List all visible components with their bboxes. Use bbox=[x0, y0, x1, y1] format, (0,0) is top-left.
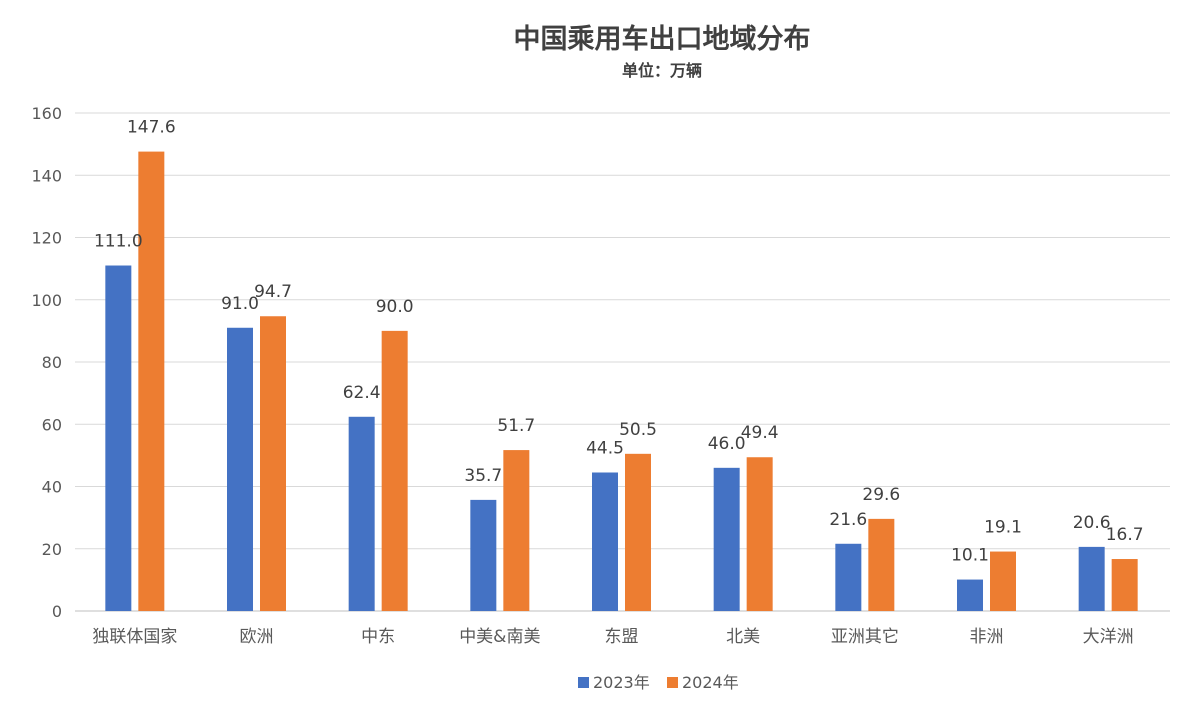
gridlines bbox=[75, 112, 1170, 612]
data-label: 94.7 bbox=[254, 282, 292, 302]
data-label: 91.0 bbox=[221, 294, 259, 314]
bar-2024 bbox=[990, 551, 1016, 611]
x-tick-label: 非洲 bbox=[970, 627, 1004, 647]
data-label: 62.4 bbox=[343, 383, 381, 403]
x-tick-label: 北美 bbox=[726, 627, 760, 647]
legend-label: 2023年 bbox=[593, 673, 650, 692]
bar-2023 bbox=[227, 327, 253, 611]
data-label: 44.5 bbox=[586, 438, 624, 458]
legend-swatch bbox=[578, 677, 589, 688]
x-axis: 独联体国家 欧洲 中东 中美&南美 东盟 北美 亚洲其它 非洲 大洋洲 bbox=[92, 627, 1133, 647]
bar-2024 bbox=[138, 151, 165, 611]
x-tick-label: 中东 bbox=[361, 627, 395, 647]
data-label: 90.0 bbox=[376, 297, 414, 317]
legend-label: 2024年 bbox=[682, 673, 739, 692]
y-tick-label: 100 bbox=[31, 291, 62, 310]
data-label: 20.6 bbox=[1073, 513, 1111, 533]
data-label: 51.7 bbox=[497, 416, 535, 436]
y-tick-label: 40 bbox=[42, 478, 62, 497]
data-label: 49.4 bbox=[741, 423, 779, 443]
y-tick-label: 120 bbox=[31, 229, 62, 248]
data-label: 19.1 bbox=[984, 518, 1022, 538]
x-tick-label: 中美&南美 bbox=[459, 627, 540, 647]
data-label: 147.6 bbox=[127, 118, 176, 138]
y-axis: 0 20 40 60 80 100 120 140 160 bbox=[31, 104, 62, 621]
x-tick-label: 独联体国家 bbox=[92, 627, 177, 647]
bar-2023 bbox=[835, 543, 862, 611]
chart-title: 中国乘用车出口地域分布 bbox=[514, 23, 811, 55]
y-tick-label: 160 bbox=[31, 104, 62, 123]
bar-2024 bbox=[503, 450, 530, 611]
x-tick-label: 大洋洲 bbox=[1083, 627, 1134, 647]
data-label: 46.0 bbox=[708, 434, 746, 454]
data-labels: 111.0 147.6 91.094.7 62.4 90.0 35.7 51.7 44.550… bbox=[94, 118, 1144, 566]
bar-2024 bbox=[746, 457, 773, 611]
y-tick-label: 20 bbox=[42, 540, 62, 559]
bar-2024 bbox=[1111, 559, 1138, 611]
x-tick-label: 欧洲 bbox=[240, 627, 274, 647]
data-label: 16.7 bbox=[1106, 525, 1144, 545]
bar-2023 bbox=[105, 265, 132, 611]
bar-2023 bbox=[957, 579, 983, 611]
bar-2023 bbox=[592, 472, 618, 611]
bar-2023 bbox=[470, 499, 497, 611]
bars bbox=[105, 151, 1138, 611]
data-label: 50.5 bbox=[619, 420, 657, 440]
data-label: 10.1 bbox=[951, 546, 989, 566]
x-tick-label: 东盟 bbox=[605, 627, 639, 647]
y-tick-label: 140 bbox=[31, 166, 62, 185]
y-tick-label: 0 bbox=[52, 602, 62, 621]
bar-2023 bbox=[1078, 546, 1105, 611]
legend-swatch bbox=[667, 677, 678, 688]
bar-2024 bbox=[260, 316, 286, 611]
data-label: 21.6 bbox=[829, 510, 867, 530]
bar-2024 bbox=[868, 518, 895, 611]
y-tick-label: 80 bbox=[42, 353, 62, 372]
x-tick-label: 亚洲其它 bbox=[831, 627, 899, 647]
bar-2024 bbox=[381, 330, 408, 611]
bar-2024 bbox=[625, 453, 651, 611]
data-label: 29.6 bbox=[862, 485, 900, 505]
data-label: 35.7 bbox=[464, 466, 502, 486]
bar-2023 bbox=[348, 416, 375, 611]
chart-subtitle: 单位：万辆 bbox=[622, 61, 702, 80]
bar-2023 bbox=[713, 467, 740, 611]
legend: 2023年 2024年 bbox=[578, 673, 739, 692]
data-label: 111.0 bbox=[94, 232, 143, 252]
y-tick-label: 60 bbox=[42, 415, 62, 434]
